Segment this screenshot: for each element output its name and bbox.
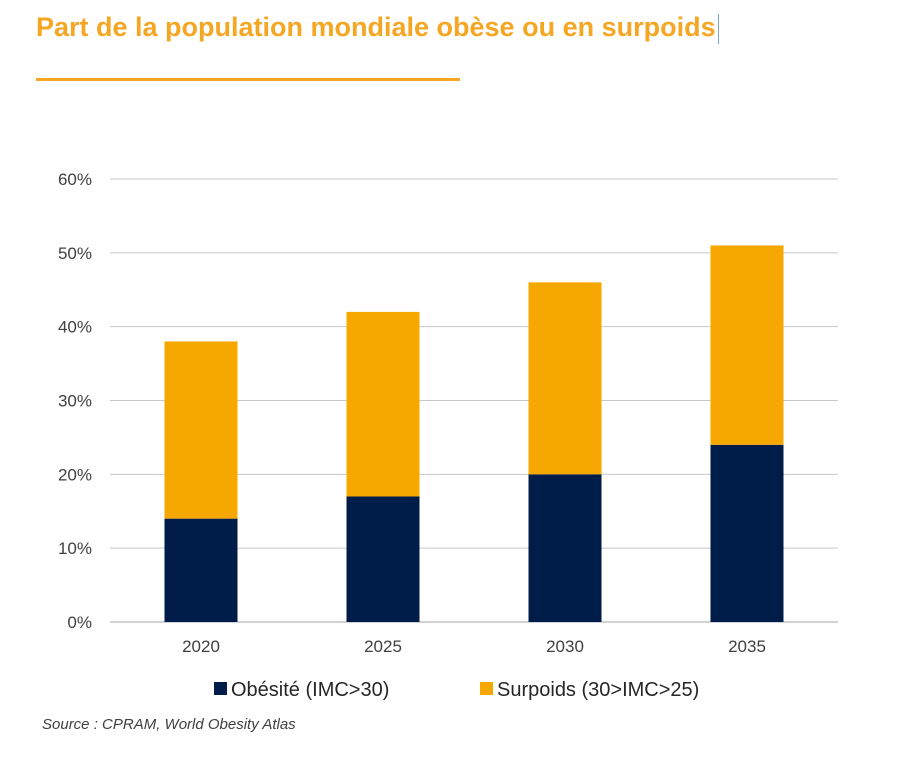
y-tick-label: 40% — [58, 318, 92, 337]
bar-surpoids-2035 — [710, 245, 784, 445]
y-tick-label: 50% — [58, 244, 92, 263]
text-cursor — [717, 13, 719, 44]
y-tick-label: 60% — [58, 170, 92, 189]
x-tick-label: 2020 — [182, 637, 220, 656]
title-underline — [36, 78, 460, 81]
source-note: Source : CPRAM, World Obesity Atlas — [42, 716, 296, 733]
bar-obesite-2030 — [528, 474, 602, 622]
chart-title: Part de la population mondiale obèse ou … — [36, 12, 719, 44]
bar-obesite-2035 — [710, 444, 784, 622]
bar-surpoids-2020 — [164, 341, 238, 519]
legend-label: Surpoids (30>IMC>25) — [497, 679, 699, 701]
bar-surpoids-2030 — [528, 282, 602, 475]
y-tick-label: 20% — [58, 465, 92, 484]
bar-surpoids-2025 — [346, 311, 420, 497]
legend-swatch — [480, 682, 493, 695]
legend-label: Obésité (IMC>30) — [231, 679, 389, 701]
legend-swatch — [214, 682, 227, 695]
y-tick-label: 30% — [58, 392, 92, 411]
y-tick-label: 10% — [58, 539, 92, 558]
bar-obesite-2020 — [164, 518, 238, 622]
x-tick-label: 2030 — [546, 637, 584, 656]
x-tick-label: 2035 — [728, 637, 766, 656]
bar-obesite-2025 — [346, 496, 420, 622]
y-tick-label: 0% — [67, 613, 92, 632]
x-tick-label: 2025 — [364, 637, 402, 656]
chart-title-text: Part de la population mondiale obèse ou … — [36, 12, 716, 42]
